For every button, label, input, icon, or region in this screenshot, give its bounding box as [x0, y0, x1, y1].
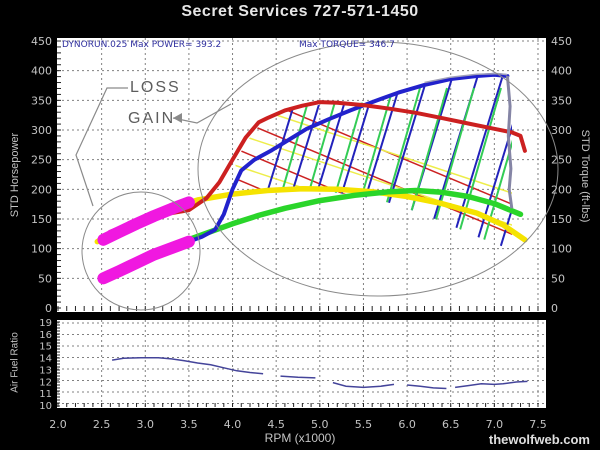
series-modified-run-torque [104, 100, 527, 238]
page-title: Secret Services 727-571-1450 [181, 3, 419, 20]
torque-tick-label: 0 [551, 302, 558, 315]
hp-tick-label: 50 [38, 272, 52, 285]
torque-tick-label: 350 [551, 94, 572, 107]
afr-curve [332, 381, 395, 389]
loss-highlight [106, 215, 149, 237]
afr-tick-label: 10 [39, 401, 52, 412]
torque-tick-label: 50 [551, 272, 565, 285]
afr-tick-label: 11 [39, 389, 52, 400]
torque-tick-label: 450 [551, 35, 572, 48]
afr-tick-label: 15 [39, 342, 52, 353]
gain-hatch-line [494, 76, 512, 250]
max-torque-text: Max TORQUE= 346.7 [299, 40, 395, 50]
rpm-tick-label: 2.5 [93, 418, 111, 431]
power-drop-line [505, 75, 514, 209]
left-axis-title: STD Horsepower [9, 132, 21, 218]
rpm-tick-label: 6.5 [442, 418, 460, 431]
loss-annotation-label: LOSS [130, 79, 181, 96]
rpm-tick-label: 6.0 [398, 418, 416, 431]
hp-tick-label: 150 [31, 213, 52, 226]
rpm-tick-label: 5.5 [355, 418, 373, 431]
afr-tick-label: 13 [39, 365, 52, 376]
rpm-tick-label: 2.0 [49, 418, 67, 431]
peak-trace-line [424, 72, 508, 84]
afr-curve [407, 384, 447, 390]
gain-leader-arrowhead [173, 113, 182, 123]
afr-tick-label: 12 [39, 377, 52, 388]
rpm-tick-label: 7.0 [486, 418, 504, 431]
afr-curve [111, 356, 264, 375]
afr-plot-panel [57, 320, 546, 408]
rpm-tick-label: 4.5 [267, 418, 285, 431]
torque-tick-label: 300 [551, 124, 572, 137]
hp-tick-label: 0 [45, 302, 52, 315]
rpm-tick-label: 5.0 [311, 418, 329, 431]
afr-tick-label: 19 [39, 318, 52, 329]
loss-circle [81, 191, 201, 311]
afr-tick-label: 14 [39, 354, 52, 365]
torque-tick-label: 250 [551, 154, 572, 167]
watermark: thewolfweb.com [488, 432, 590, 447]
afr-tick-label: 16 [39, 330, 52, 341]
torque-tick-label: 200 [551, 183, 572, 196]
rpm-tick-label: 4.0 [224, 418, 242, 431]
hp-tick-label: 250 [31, 154, 52, 167]
rpm-tick-label: 7.5 [529, 418, 547, 431]
gain-annotation-label: GAIN [128, 110, 176, 127]
rpm-tick-label: 3.5 [180, 418, 198, 431]
loss-leader-line [75, 87, 128, 207]
right-axis-title: STD Torque (ft-lbs) [579, 129, 591, 223]
hp-tick-label: 450 [31, 35, 52, 48]
torque-tick-label: 100 [551, 243, 572, 256]
torque-tick-label: 400 [551, 65, 572, 78]
hp-tick-label: 400 [31, 65, 52, 78]
afr-curve [454, 380, 528, 389]
run-info-text: DYNORUN.025 Max POWER= 393.2 [62, 40, 222, 50]
hp-tick-label: 300 [31, 124, 52, 137]
hp-tick-label: 350 [31, 94, 52, 107]
gain-hatch-line [469, 76, 512, 250]
gain-hatch-line [475, 87, 512, 250]
rpm-tick-label: 3.0 [137, 418, 155, 431]
gain-ellipse [197, 41, 559, 297]
gain-hatch-line [235, 97, 512, 205]
loss-highlight [108, 253, 151, 276]
x-axis-title: RPM (x1000) [264, 431, 336, 445]
torque-tick-label: 150 [551, 213, 572, 226]
hp-tick-label: 100 [31, 243, 52, 256]
afr-axis-title: Air Fuel Ratio [9, 332, 21, 393]
afr-curve [280, 375, 316, 379]
hp-tick-label: 200 [31, 183, 52, 196]
